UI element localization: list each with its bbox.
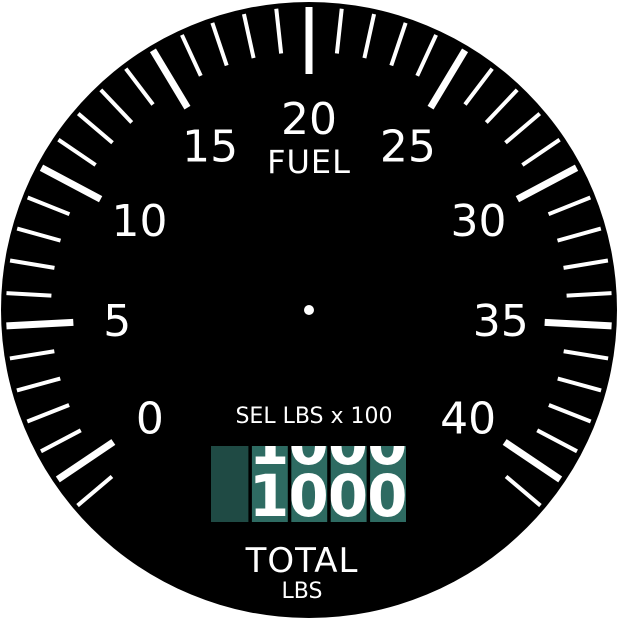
scale-label-5: 5 (103, 296, 131, 347)
minor-tick (6, 291, 52, 298)
counter-drum (211, 446, 249, 522)
major-tick (544, 318, 612, 330)
minor-tick (76, 475, 114, 508)
minor-tick (16, 226, 62, 243)
minor-tick (566, 291, 612, 298)
minor-tick (563, 349, 609, 361)
counter-divider (288, 446, 292, 522)
counter-digit: 0 (367, 462, 407, 530)
scale-label-25: 25 (380, 121, 436, 172)
major-tick (6, 318, 74, 330)
counter-divider (367, 446, 371, 522)
scale-label-35: 35 (473, 296, 529, 347)
scale-label-0: 0 (136, 393, 164, 444)
counter-caption: SEL LBS x 100 (235, 404, 392, 429)
minor-tick (26, 195, 71, 217)
counter-digit: 0 (288, 462, 328, 530)
minor-tick (241, 13, 256, 59)
counter-drum (289, 446, 328, 522)
counter-digit-rolling: 0 (367, 410, 407, 478)
center-pivot (304, 305, 314, 315)
scale-label-40: 40 (440, 393, 496, 444)
minor-tick (557, 376, 602, 393)
minor-tick (9, 258, 55, 270)
digital-counter: 11000000 (211, 410, 408, 530)
counter-digit: 1 (249, 462, 289, 530)
units-label: LBS (282, 579, 323, 604)
major-tick (502, 439, 563, 483)
minor-tick (563, 258, 609, 270)
minor-tick (362, 13, 377, 59)
minor-tick (180, 34, 203, 77)
scale-label-20: 20 (281, 94, 337, 145)
counter-drum (368, 446, 406, 522)
counter-digits: 11000000 (249, 410, 408, 530)
counter-digit-rolling: 0 (288, 410, 328, 478)
scale-label-15: 15 (182, 121, 238, 172)
minor-tick (57, 138, 97, 167)
minor-tick (547, 195, 592, 217)
minor-tick (99, 88, 134, 124)
minor-tick (334, 8, 344, 54)
minor-tick (504, 112, 542, 145)
minor-tick (484, 88, 519, 124)
minor-tick (210, 22, 229, 67)
minor-tick (389, 22, 408, 67)
counter-drum (329, 446, 367, 522)
total-label: TOTAL (245, 541, 359, 581)
minor-tick (9, 349, 55, 361)
minor-tick (463, 67, 494, 106)
counter-drum (250, 446, 288, 522)
minor-tick (124, 67, 155, 106)
scale-ticks (6, 7, 612, 508)
minor-tick (16, 376, 61, 393)
gauge-title: FUEL (267, 143, 351, 181)
minor-tick (521, 138, 561, 167)
scale-labels: 05 10 15 20 25 30 35 40 (103, 94, 528, 444)
minor-tick (556, 226, 602, 243)
major-tick (427, 48, 469, 110)
minor-tick (504, 475, 542, 508)
scale-label-30: 30 (451, 196, 507, 247)
minor-tick (274, 8, 284, 54)
counter-digit-rolling: 1 (249, 410, 289, 478)
minor-tick (548, 403, 592, 424)
minor-tick (76, 112, 114, 145)
minor-tick (415, 34, 438, 77)
counter-digit-rolling: 0 (328, 410, 368, 478)
major-tick (55, 439, 116, 483)
minor-tick (536, 428, 578, 454)
major-tick (39, 164, 103, 203)
minor-tick (26, 403, 70, 424)
counter-divider (327, 446, 331, 522)
counter-divider (248, 446, 252, 522)
counter-digit: 0 (328, 462, 368, 530)
major-tick (515, 164, 579, 203)
scale-label-10: 10 (111, 196, 167, 247)
minor-tick (40, 428, 82, 454)
major-tick (149, 48, 191, 110)
